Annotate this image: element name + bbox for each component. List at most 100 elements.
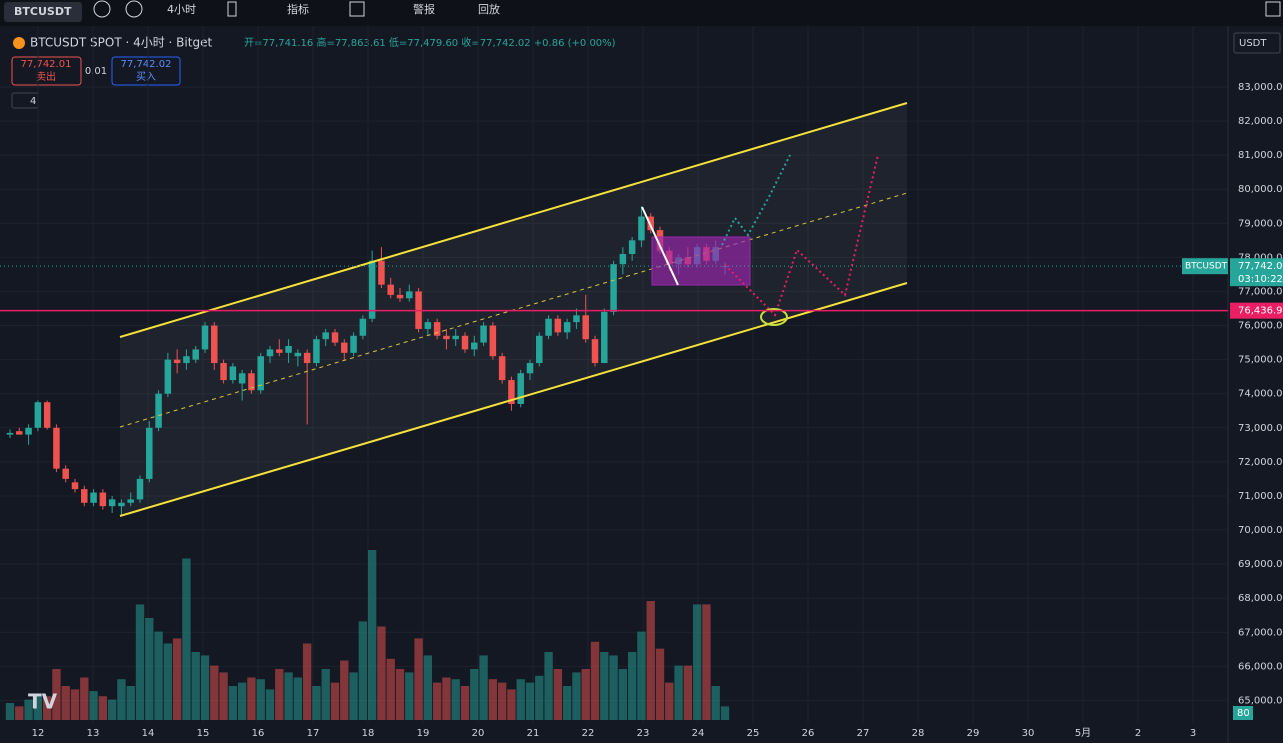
volume-bar (70, 689, 80, 720)
sell-label[interactable]: 卖出 (36, 70, 56, 83)
icon[interactable] (349, 1, 365, 17)
candle-body (71, 482, 79, 490)
candle-body (406, 291, 413, 299)
x-tick-label: 17 (307, 728, 320, 739)
volume-bar (525, 682, 535, 720)
candle-body (638, 216, 645, 241)
price-tag (1230, 258, 1283, 287)
candle-body (53, 427, 60, 469)
candle-body (554, 318, 562, 333)
volume-bar (553, 669, 563, 720)
volume-bar (163, 643, 173, 720)
currency[interactable]: USDT (1239, 38, 1267, 49)
y-tick-label: 80,000.00 (1238, 184, 1283, 195)
volume-bar (377, 626, 386, 720)
y-tick-label: 66,000.00 (1238, 661, 1283, 672)
coin-icon (13, 37, 25, 49)
volume-bar (590, 641, 600, 720)
candle-body (498, 356, 506, 381)
icon[interactable] (93, 0, 111, 18)
interval[interactable]: 4小时 (167, 3, 196, 16)
x-tick-label: 24 (692, 728, 705, 739)
candle-body (6, 432, 14, 435)
symbol-box[interactable] (4, 2, 82, 22)
volume-bar (61, 686, 70, 720)
candle-body (257, 356, 264, 391)
volume-bar (609, 655, 618, 720)
volume-bar (451, 679, 460, 720)
volume-bar (33, 694, 43, 720)
alert[interactable]: 警报 (413, 2, 435, 16)
y-tick-label: 74,000.00 (1238, 389, 1283, 400)
volume-bar (330, 682, 340, 720)
buy-price[interactable]: 77,742.02 (121, 59, 172, 70)
volume-bar (126, 686, 135, 720)
x-tick-label: 16 (252, 728, 265, 739)
x-tick-label: 26 (802, 728, 815, 739)
volume-bar (692, 604, 702, 720)
volume-bar (293, 677, 303, 720)
volume-bar (562, 686, 572, 720)
candle-body (628, 240, 636, 254)
trend-stroke (641, 206, 679, 286)
level-tag (1230, 302, 1283, 319)
volume-bar (5, 703, 15, 720)
x-tick-label: 29 (967, 728, 980, 739)
y-tick-label: 68,000.00 (1238, 593, 1283, 604)
volume-bar (497, 682, 507, 720)
candle-body (229, 366, 237, 381)
candle-body (601, 311, 608, 364)
y-tick-label: 82,000.00 (1238, 116, 1283, 127)
candle-body (359, 318, 367, 336)
volume-bar (423, 655, 433, 720)
candle-body (276, 349, 283, 353)
candle-body (433, 322, 441, 336)
candle-body (34, 402, 42, 428)
candle-body (396, 294, 404, 299)
candle-body (517, 373, 524, 404)
icon[interactable] (227, 1, 237, 17)
volume-bar (340, 660, 349, 720)
y-tick-label: 79,000.00 (1238, 218, 1283, 229)
replay[interactable]: 回放 (478, 2, 500, 16)
candle-body (183, 356, 190, 364)
candle-body (368, 260, 376, 319)
indicator-count[interactable]: 4 (30, 96, 36, 107)
volume-bar (200, 655, 210, 720)
volume-bar (117, 679, 126, 720)
candle-body (294, 352, 302, 357)
sell-button[interactable] (11, 56, 82, 86)
candle-body (192, 349, 199, 360)
candle-body (43, 402, 51, 428)
volume-bar (683, 665, 693, 720)
volume-bar (154, 631, 163, 720)
icon[interactable] (1265, 1, 1281, 17)
symbol[interactable]: BTCUSDT (14, 5, 72, 18)
x-tick-label: 13 (87, 728, 100, 739)
indicators[interactable]: 指标 (287, 2, 309, 16)
volume-bar (24, 699, 33, 720)
y-tick-label: 65,000.00 (1238, 695, 1283, 706)
volume-bar (172, 638, 182, 720)
volume-bar (488, 679, 498, 720)
y-tick-label: 81,000.00 (1238, 150, 1283, 161)
buy-button[interactable] (111, 56, 181, 86)
volume-bar (600, 652, 609, 720)
candle-body (238, 373, 246, 384)
volume-bar (442, 677, 451, 720)
volume-bar (107, 699, 117, 720)
volume-bar (460, 686, 470, 720)
consolidation-box (651, 236, 751, 286)
sell-price[interactable]: 77,742.01 (21, 59, 72, 70)
candle-body (461, 335, 469, 350)
x-tick-label: 30 (1022, 728, 1035, 739)
volume-bar (265, 689, 275, 720)
currency-box[interactable] (1233, 32, 1281, 54)
icon[interactable] (125, 0, 143, 18)
volume-bar (386, 658, 395, 720)
candle-body (248, 373, 255, 391)
volume-bar (228, 686, 238, 720)
buy-label[interactable]: 买入 (136, 71, 156, 83)
volume-bar (516, 679, 525, 720)
